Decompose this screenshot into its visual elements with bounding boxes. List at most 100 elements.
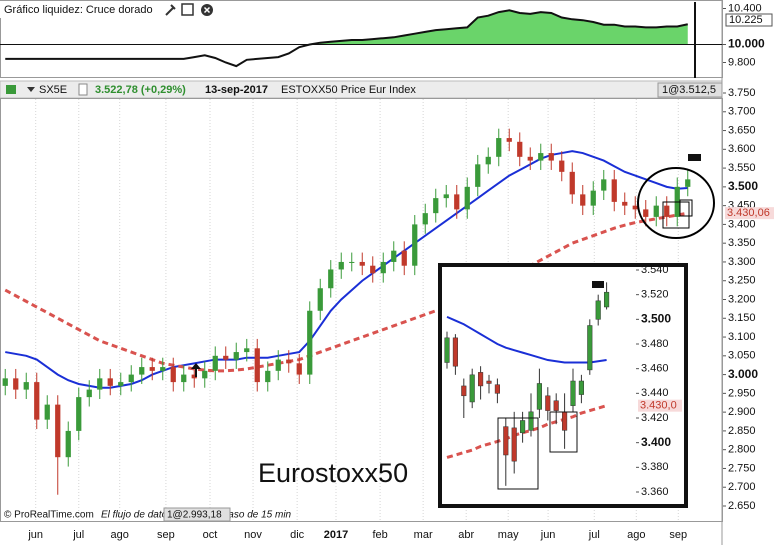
x-tick-label: ago	[111, 529, 129, 541]
inset-box	[497, 417, 539, 490]
candle-body	[317, 288, 323, 311]
symbol: SX5E	[39, 84, 67, 96]
candle-body	[128, 374, 134, 383]
candle-body	[139, 367, 145, 375]
y-tick-label: 3.520	[641, 289, 669, 301]
candle-body	[275, 359, 281, 371]
y-tick-label: 2.950	[728, 387, 756, 399]
cross-arrow	[191, 363, 201, 377]
candle-body	[13, 378, 19, 390]
y-tick-label: 3.600	[728, 143, 756, 155]
inset-marker	[592, 281, 604, 288]
candle-body	[469, 374, 475, 403]
candle-body	[223, 355, 229, 360]
x-tick-label: ago	[627, 529, 645, 541]
candle-body	[611, 179, 617, 202]
candle-body	[412, 224, 418, 266]
candle-body	[578, 380, 584, 395]
x-tick-label: jul	[588, 529, 600, 541]
cursor-label: 1@3.512,5	[662, 84, 716, 96]
x-tick-label: 2017	[324, 529, 348, 541]
candle-body	[391, 250, 397, 262]
candle-body	[538, 153, 544, 161]
y-tick-label: 10.000	[728, 37, 765, 51]
x-tick-label: jun	[540, 529, 556, 541]
panel-icons[interactable]	[165, 3, 213, 16]
liquidity-title: Gráfico liquidez: Cruce dorado	[4, 4, 153, 16]
liquidity-layer: 10.400 10.000 9.800	[0, 2, 765, 68]
candle-body	[527, 156, 533, 161]
y-tick-label: 3.150	[728, 312, 756, 324]
candle-body	[422, 213, 428, 225]
last-label-box	[638, 399, 682, 412]
y-tick-label: 9.800	[728, 56, 756, 68]
candle-body	[265, 370, 271, 383]
candle-body	[601, 179, 607, 191]
x-tick-label: dic	[290, 529, 305, 541]
candle-body	[328, 269, 334, 289]
candle-body	[233, 352, 239, 360]
candle-body	[569, 171, 575, 195]
highlight-box	[662, 201, 690, 229]
candle-body	[170, 367, 176, 383]
candle-body	[528, 411, 534, 431]
candle-body	[545, 395, 551, 411]
y-tick-label: 3.400	[728, 218, 756, 230]
candle-body	[2, 378, 8, 386]
candle-body	[520, 420, 526, 434]
annotation: Eurostoxx50	[258, 458, 408, 488]
y-tick-label: 3.000	[728, 367, 758, 381]
candle-body	[475, 164, 481, 187]
candle-body	[496, 138, 502, 157]
y-tick-label: 3.300	[728, 256, 756, 268]
window-icon[interactable]	[181, 3, 194, 16]
candle-body	[562, 411, 568, 431]
y-tick-label: 2.700	[728, 481, 756, 493]
candle-body	[595, 300, 601, 320]
price-layer: 3.7503.7003.6503.6003.5503.5003.4503.400…	[2, 87, 774, 512]
candle-body	[685, 179, 691, 187]
candle-body	[349, 261, 355, 263]
candle-body	[44, 404, 50, 420]
close-cross	[203, 6, 211, 14]
candle-icon[interactable]	[6, 85, 16, 94]
y-tick-label: 2.850	[728, 425, 756, 437]
candle-body	[517, 141, 523, 157]
candle-body	[461, 385, 467, 397]
candle-body	[160, 367, 166, 371]
candle-body	[454, 194, 460, 210]
candle-body	[338, 261, 344, 270]
candle-body	[212, 355, 218, 371]
line	[5, 150, 688, 389]
highlight-circle	[637, 167, 715, 239]
candle-body	[486, 380, 492, 384]
candle-body	[359, 261, 365, 266]
line	[446, 315, 607, 364]
candle-body	[286, 359, 292, 364]
candle-body	[118, 382, 124, 386]
dropdown-icon[interactable]	[27, 87, 35, 92]
y-tick-label: 3.540	[641, 264, 669, 276]
candle-body	[503, 426, 509, 456]
inset-box	[549, 411, 578, 453]
candle-body	[86, 389, 92, 398]
candle-body	[536, 383, 542, 410]
y-tick-label: 3.400	[641, 435, 671, 449]
highlight-box	[679, 199, 693, 217]
candle-body	[506, 138, 512, 142]
candle-body	[587, 325, 593, 371]
inset-layer: 3.540 3.520 3.500 3.480 3.460 3.440 3.420 3.400…	[444, 264, 682, 498]
x-tick-label: oct	[203, 529, 218, 541]
y-tick-label: 3.350	[728, 237, 756, 249]
x-tick-label: nov	[244, 529, 262, 541]
quote: 3.522,78 (+0,29%)	[95, 84, 186, 96]
candle-body	[307, 310, 313, 375]
footer: © ProRealTime.com	[4, 510, 94, 521]
candle-body	[653, 205, 659, 217]
info-icon[interactable]	[78, 83, 88, 96]
last-label-box	[725, 13, 773, 27]
settings-icon[interactable]	[165, 4, 176, 16]
y-tick-label: 3.750	[728, 87, 756, 99]
